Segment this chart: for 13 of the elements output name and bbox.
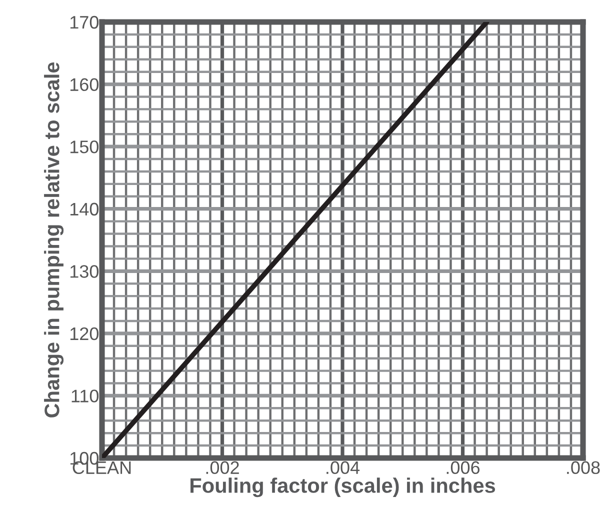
y-tick-label: 140 — [70, 202, 99, 216]
y-tick-label: 110 — [72, 390, 99, 402]
y-axis-title: Change in pumping relative to scale — [44, 62, 64, 418]
x-tick-label: .006 — [446, 461, 480, 474]
y-tick-label: 120 — [70, 327, 99, 340]
x-tick-label: .002 — [206, 461, 239, 474]
y-tick-label: 150 — [70, 140, 99, 154]
y-tick-label: 160 — [70, 78, 99, 92]
x-tick-label: .008 — [567, 461, 600, 474]
x-tick-label: .004 — [326, 461, 360, 474]
x-axis-title: Fouling factor (scale) in inches — [190, 478, 496, 498]
y-tick-label: 170 — [70, 16, 99, 29]
y-tick-label: 130 — [70, 265, 99, 278]
